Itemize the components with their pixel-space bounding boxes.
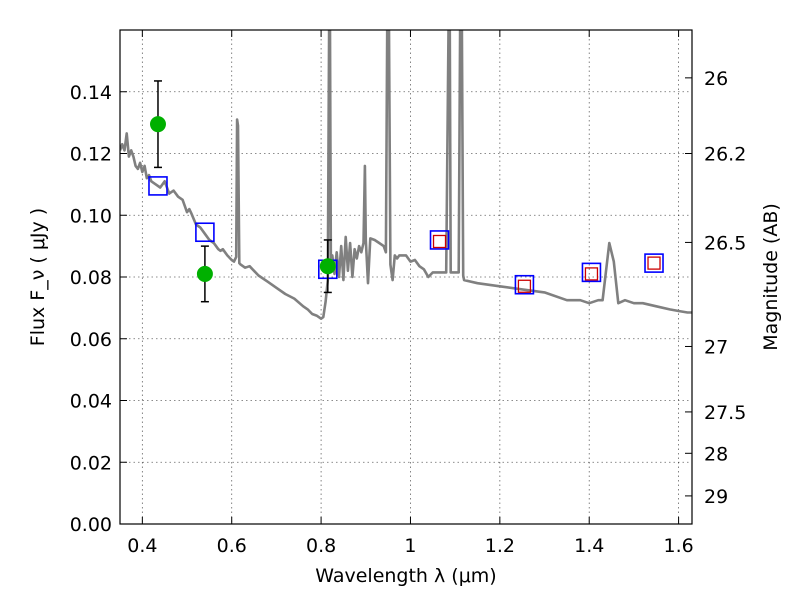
y2-tick-label: 29 <box>704 486 728 508</box>
observed-point-marker <box>196 265 213 282</box>
y2-tick-label: 27 <box>704 336 728 358</box>
y-tick-label: 0.08 <box>70 267 112 289</box>
y-tick-label: 0.14 <box>70 82 112 104</box>
model-photometry-marker <box>644 253 664 273</box>
model-photometry-marker <box>429 230 450 250</box>
y-tick-label: 0.02 <box>70 452 112 474</box>
y2-tick-label: 27.5 <box>704 402 746 424</box>
y2-tick-label: 26 <box>704 68 728 90</box>
x-tick-label: 0.6 <box>217 535 247 557</box>
observed-point-marker <box>149 116 166 133</box>
measured-photometry-marker <box>647 256 661 270</box>
y2-tick-label: 26.5 <box>704 232 746 254</box>
x-tick-label: 1.4 <box>574 535 604 557</box>
observed-point-marker <box>319 258 336 275</box>
x-tick-label: 0.4 <box>127 535 157 557</box>
y2-tick-label: 28 <box>704 443 728 465</box>
measured-photometry-marker <box>584 267 599 281</box>
y-tick-label: 0.12 <box>70 144 112 166</box>
measured-photometry-marker <box>517 279 532 293</box>
x-tick-label: 1.2 <box>485 535 515 557</box>
y-tick-label: 0.10 <box>70 205 112 227</box>
x-tick-label: 1.6 <box>663 535 693 557</box>
x-axis-label: Wavelength λ (μm) <box>315 565 496 587</box>
model-photometry-marker <box>514 274 535 295</box>
y-axis-label: Flux F_ν ( μJy ) <box>27 208 49 346</box>
y-tick-label: 0.06 <box>70 329 112 351</box>
measured-photometry-marker <box>432 234 447 249</box>
y2-axis-label: Magnitude (AB) <box>760 203 782 351</box>
x-tick-label: 1 <box>404 535 416 557</box>
axes: 0.4 0.6 0.8 1 1.2 1.4 1.6 0.00 0.02 0.04 0.06 0.08 0… <box>70 30 746 557</box>
model-photometry-marker <box>581 262 602 283</box>
y2-tick-label: 26.2 <box>704 144 746 166</box>
y-tick-label: 0.00 <box>70 514 112 536</box>
model-spectrum-line <box>120 30 692 320</box>
plot-area <box>120 30 692 320</box>
y-tick-label: 0.04 <box>70 391 112 413</box>
model-photometry-marker <box>195 222 215 243</box>
x-tick-label: 0.8 <box>306 535 336 557</box>
model-photometry-marker <box>148 176 168 196</box>
